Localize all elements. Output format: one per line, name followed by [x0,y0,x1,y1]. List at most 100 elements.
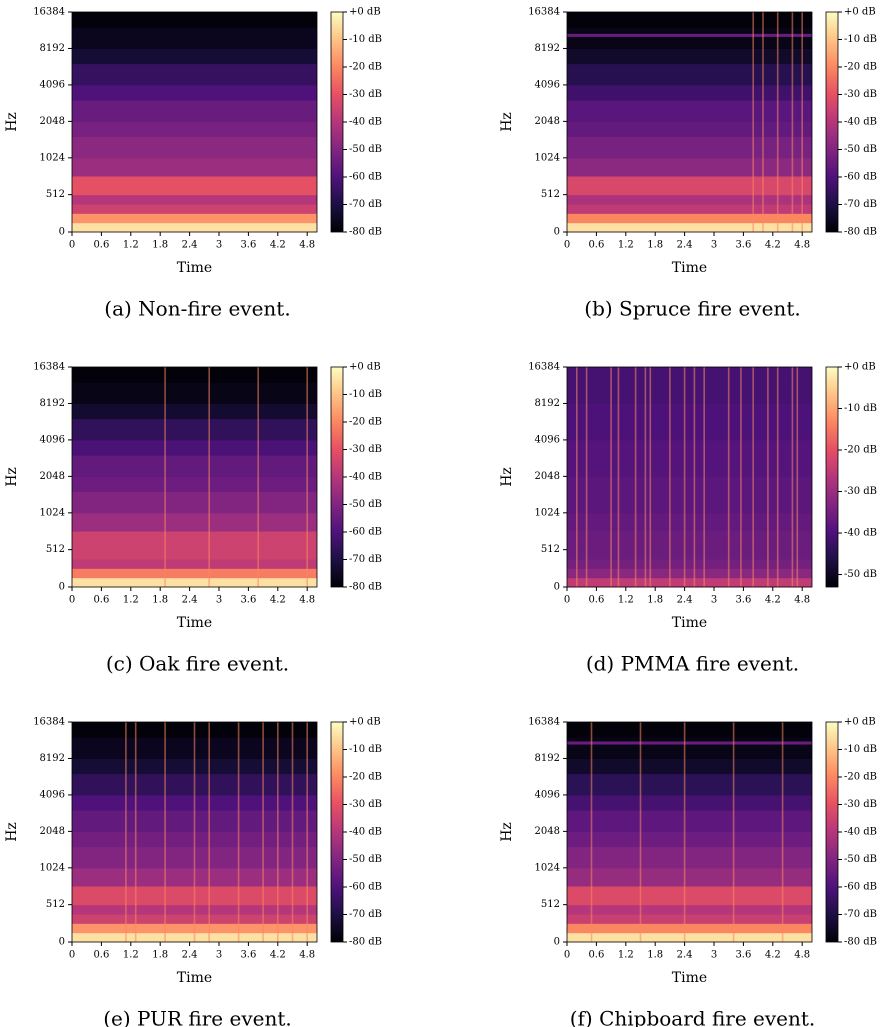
spectrum-band [567,867,812,887]
x-tick-label: 4.8 [794,240,810,251]
colorbar-tick-label: -70 dB [844,199,877,210]
y-tick-label: 4096 [535,79,560,90]
spectrum-band [567,512,812,532]
x-tick-label: 0 [564,950,570,961]
colorbar-tick-label: -20 dB [349,772,382,783]
spectrum-band [567,203,812,214]
y-axis-label: Hz [499,822,515,842]
x-tick-label: 1.8 [152,240,168,251]
y-tick-label: 0 [554,937,560,948]
axes-frame [71,721,318,943]
caption: (b) Spruce fire event. [584,297,800,321]
spectrum-band [567,904,812,915]
x-tick-label: 1.2 [618,595,634,606]
colorbar-tick-label: -20 dB [349,62,382,73]
spectrum-band [567,382,812,404]
x-tick-label: 3.6 [240,240,256,251]
colorbar-tick-label: -40 dB [844,827,877,838]
panel: 0 0.6 1.2 1.8 2.4 3 3.6 4.2 4.8 0 512 1024 2048 4096 8… [499,717,877,1027]
x-tick-label: 4.8 [299,950,315,961]
spectrum-band [567,367,812,383]
colorbar-tick-label: +0 dB [349,362,381,373]
x-tick-label: 0 [69,950,75,961]
x-tick-label: 1.2 [123,240,139,251]
x-tick-label: 2.4 [677,595,693,606]
spectrum-band [567,418,812,441]
spectrum-band [72,512,317,532]
spectrum-band [567,773,812,796]
x-tick-label: 4.8 [299,240,315,251]
panel: 0 0.6 1.2 1.8 2.4 3 3.6 4.2 4.8 0 512 1024 2048 4096 8… [4,717,382,1027]
x-axis-label: Time [177,970,212,986]
spectrum-band [72,84,317,101]
colorbar-tick-label: -50 dB [844,144,877,155]
panel: 0 0.6 1.2 1.8 2.4 3 3.6 4.2 4.8 0 512 1024 2048 4096 8… [499,7,877,321]
y-tick-label: 0 [554,227,560,238]
x-tick-label: 0.6 [93,950,109,961]
spectrum-band [72,12,317,28]
colorbar-tick-label: -70 dB [349,199,382,210]
spectrum-band [72,418,317,441]
spectrum-band [72,121,317,138]
x-axis-label: Time [672,260,707,276]
x-tick-label: 2.4 [182,595,198,606]
colorbar-tick-label: -10 dB [844,34,877,45]
y-tick-label: 2048 [535,826,560,837]
caption: (c) Oak fire event. [106,652,289,676]
colorbar-tick-label: -20 dB [844,62,877,73]
colorbar-tick-label: -70 dB [349,554,382,565]
y-tick-label: 4096 [535,789,560,800]
spectrum-band [567,794,812,811]
x-tick-label: 4.8 [794,595,810,606]
x-tick-label: 3.6 [735,950,751,961]
axes-frame [566,721,813,943]
caption: (e) PUR fire event. [103,1007,292,1027]
y-tick-label: 1024 [535,152,560,163]
x-tick-label: 2.4 [182,950,198,961]
y-tick-label: 2048 [40,116,65,127]
y-tick-label: 512 [46,544,65,555]
panel: 0 0.6 1.2 1.8 2.4 3 3.6 4.2 4.8 0 512 1024 2048 4096 8… [499,362,877,676]
y-tick-label: 1024 [40,507,65,518]
caption: (d) PMMA fire event. [586,652,799,676]
x-tick-label: 2.4 [677,240,693,251]
y-tick-label: 0 [554,582,560,593]
y-tick-label: 512 [46,189,65,200]
spectrum-band [72,175,317,196]
y-tick-label: 2048 [535,471,560,482]
y-axis-label: Hz [499,467,515,487]
colorbar-tick-label: -80 dB [349,937,382,948]
spectrum-band [567,121,812,138]
spectrum-band [72,213,317,224]
x-tick-label: 4.2 [270,240,286,251]
colorbar [330,721,344,943]
colorbar [330,366,344,588]
panel: 0 0.6 1.2 1.8 2.4 3 3.6 4.2 4.8 0 512 1024 2048 4096 8… [4,362,382,676]
colorbar-tick-label: +0 dB [349,717,381,728]
x-tick-label: 4.2 [270,950,286,961]
spectrum-band [567,455,812,477]
colorbar-tick-label: -50 dB [349,144,382,155]
y-tick-label: 8192 [535,398,560,409]
spectrum-band [72,382,317,404]
panel: 0 0.6 1.2 1.8 2.4 3 3.6 4.2 4.8 0 512 1024 2048 4096 8… [4,7,382,321]
y-tick-label: 8192 [535,43,560,54]
colorbar-tick-label: -10 dB [349,389,382,400]
spectrum-band [72,568,317,579]
spectrum-band [567,530,812,551]
spectrum-band [72,491,317,514]
colorbar-tick-label: -70 dB [844,909,877,920]
colorbar-tick-label: -40 dB [349,472,382,483]
x-tick-label: 2.4 [182,240,198,251]
y-tick-label: 8192 [40,398,65,409]
x-tick-label: 2.4 [677,950,693,961]
spectrum-band [72,530,317,551]
spectrum-band [72,549,317,560]
spectrum-band [567,48,812,65]
colorbar-tick-label: -50 dB [844,854,877,865]
spectrum-band [567,491,812,514]
x-tick-label: 0.6 [93,595,109,606]
colorbar-tick-label: -60 dB [844,882,877,893]
y-tick-label: 8192 [40,43,65,54]
y-axis-label: Hz [4,822,20,842]
